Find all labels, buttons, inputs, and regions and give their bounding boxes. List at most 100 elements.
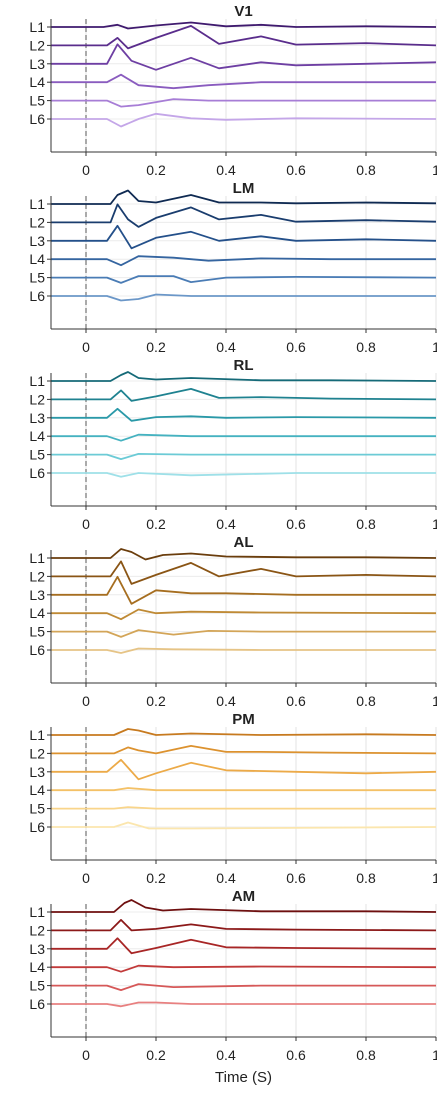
series-line-l4 xyxy=(51,73,436,90)
y-tick-label: L6 xyxy=(29,111,45,127)
y-tick-label: L6 xyxy=(29,996,45,1012)
panel-title: V1 xyxy=(234,3,252,20)
x-tick-label: 0.2 xyxy=(146,693,166,709)
series-line-l2 xyxy=(51,560,437,585)
x-tick-label: 0.4 xyxy=(216,693,236,709)
y-tick-label: L2 xyxy=(29,37,45,53)
y-tick-label: L4 xyxy=(29,428,45,444)
series-line-l5 xyxy=(51,806,436,810)
x-tick-label: 0.2 xyxy=(146,516,166,532)
x-tick-label: 0.6 xyxy=(286,693,306,709)
y-tick-label: L4 xyxy=(29,959,45,975)
panel-al: AL L1 L2 L3 L4 L5 L6 0 0.2 0.4 0.6 0.8 1 xyxy=(29,534,437,709)
x-tick-label: 0.4 xyxy=(216,516,236,532)
series-line-l6 xyxy=(51,293,436,302)
y-tick-label: L1 xyxy=(29,904,45,920)
series-line-l3 xyxy=(51,407,437,422)
x-tick-label: 1 xyxy=(432,870,437,886)
series-line-l4 xyxy=(51,255,436,267)
x-axis-label: Time (S) xyxy=(215,1069,272,1086)
x-tick-label: 0.2 xyxy=(146,339,166,355)
x-tick-label: 0.4 xyxy=(216,339,236,355)
x-tick-label: 0.6 xyxy=(286,870,306,886)
series-line-l1 xyxy=(51,728,437,736)
series-line-l4 xyxy=(51,787,436,792)
series-line-l4 xyxy=(51,608,437,621)
series-line-l5 xyxy=(51,98,436,108)
y-tick-label: L1 xyxy=(29,196,45,212)
y-tick-label: L3 xyxy=(29,410,45,426)
series-line-l2 xyxy=(51,919,437,932)
y-tick-label: L3 xyxy=(29,764,45,780)
y-tick-label: L3 xyxy=(29,587,45,603)
series-line-l6 xyxy=(51,1001,436,1008)
x-tick-label: 1 xyxy=(432,162,437,178)
y-tick-label: L1 xyxy=(29,19,45,35)
x-tick-label: 0.6 xyxy=(286,162,306,178)
panel-v1: V1 L1 L2 L3 L4 L5 L6 0 0.2 0.4 0.6 0.8 1 xyxy=(29,3,437,178)
series-line-l3 xyxy=(51,43,437,71)
series-line-l1 xyxy=(51,189,437,205)
series-line-l6 xyxy=(51,112,437,128)
y-tick-label: L1 xyxy=(29,727,45,743)
x-tick-label: 0.8 xyxy=(356,162,376,178)
series-line-l3 xyxy=(51,575,436,605)
x-tick-label: 0.4 xyxy=(216,1047,236,1063)
series-line-l5 xyxy=(51,275,437,284)
x-tick-label: 0.8 xyxy=(356,870,376,886)
x-tick-label: 0.2 xyxy=(146,870,166,886)
series-line-l1 xyxy=(51,899,437,913)
x-tick-label: 0.6 xyxy=(286,1047,306,1063)
series-line-l5 xyxy=(51,629,436,638)
series-line-l3 xyxy=(51,758,437,781)
panel-title: RL xyxy=(234,357,254,374)
panel-title: AL xyxy=(234,534,254,551)
x-tick-label: 0 xyxy=(82,162,90,178)
y-tick-label: L6 xyxy=(29,465,45,481)
y-tick-label: L4 xyxy=(29,251,45,267)
y-tick-label: L2 xyxy=(29,922,45,938)
panel-rl: RL L1 L2 L3 L4 L5 L6 0 0.2 0.4 0.6 0.8 1 xyxy=(29,357,437,532)
panel-am: AM L1 L2 L3 L4 L5 L6 0 0.2 0.4 0.6 0.8 1 Time (S) xyxy=(29,888,437,1086)
x-tick-label: 0.8 xyxy=(356,693,376,709)
x-tick-label: 1 xyxy=(432,516,437,532)
y-tick-label: L6 xyxy=(29,642,45,658)
y-tick-label: L2 xyxy=(29,745,45,761)
x-tick-label: 0 xyxy=(82,693,90,709)
series-line-l3 xyxy=(51,937,437,955)
series-line-l1 xyxy=(51,21,437,30)
x-tick-label: 0.8 xyxy=(356,339,376,355)
y-tick-label: L5 xyxy=(29,978,45,994)
y-tick-label: L1 xyxy=(29,550,45,566)
y-tick-label: L2 xyxy=(29,214,45,230)
series-line-l2 xyxy=(51,745,437,755)
series-line-l4 xyxy=(51,433,436,442)
panel-title: PM xyxy=(232,711,255,728)
x-tick-label: 1 xyxy=(432,693,437,709)
panel-title: LM xyxy=(233,180,255,197)
series-line-l2 xyxy=(51,24,437,50)
x-tick-label: 0.8 xyxy=(356,1047,376,1063)
y-tick-label: L4 xyxy=(29,74,45,90)
y-tick-label: L6 xyxy=(29,288,45,304)
series-line-l4 xyxy=(51,964,437,973)
y-tick-label: L3 xyxy=(29,56,45,72)
panel-lm: LM L1 L2 L3 L4 L5 L6 0 0.2 0.4 0.6 0.8 1 xyxy=(29,180,437,355)
y-tick-label: L5 xyxy=(29,270,45,286)
series-line-l2 xyxy=(51,203,437,228)
series-line-l6 xyxy=(51,472,436,478)
x-tick-label: 0 xyxy=(82,339,90,355)
y-tick-label: L3 xyxy=(29,941,45,957)
series-line-l5 xyxy=(51,452,436,461)
y-tick-label: L5 xyxy=(29,624,45,640)
panel-pm: PM L1 L2 L3 L4 L5 L6 0 0.2 0.4 0.6 0.8 1 xyxy=(29,711,437,886)
x-tick-label: 0 xyxy=(82,870,90,886)
x-tick-label: 1 xyxy=(432,339,437,355)
series-line-l6 xyxy=(51,821,437,830)
panel-title: AM xyxy=(232,888,255,905)
x-tick-label: 0.8 xyxy=(356,516,376,532)
x-tick-label: 0.2 xyxy=(146,1047,166,1063)
y-tick-label: L5 xyxy=(29,447,45,463)
x-tick-label: 0 xyxy=(82,1047,90,1063)
